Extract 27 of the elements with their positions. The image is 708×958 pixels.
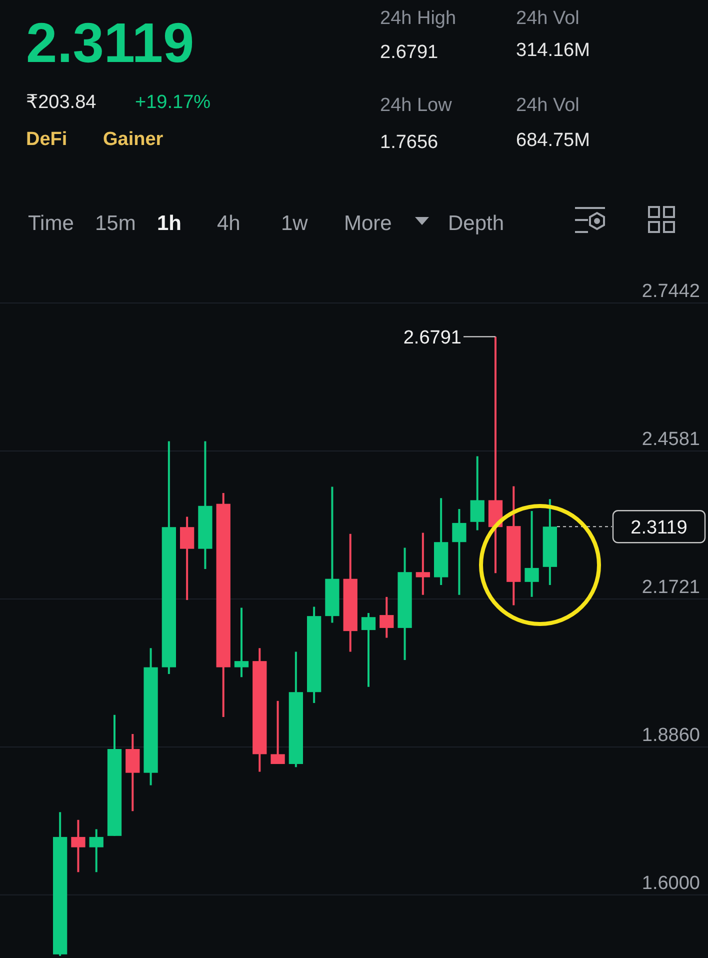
text: DeFi [26,129,68,150]
annotation: 2.6791 [403,328,462,349]
text: Depth [448,212,504,235]
text: 1h [157,212,182,235]
text: 24h Vol [516,95,580,116]
y-tick-label: 1.6000 [642,872,700,894]
text: 1w [281,212,309,235]
y-tick-label: 2.1721 [642,576,700,598]
y-tick-label: 1.8860 [642,724,700,746]
text: Time [28,212,74,235]
text: Gainer [103,129,164,150]
y-tick-label: 2.7442 [642,281,700,302]
text: ₹203.84 [26,92,97,113]
text: 24h Low [380,95,452,116]
text: 2.3119 [26,11,194,74]
y-tick-label: 2.4581 [642,429,700,450]
text: 1.7656 [380,132,438,153]
text: More [344,212,392,235]
text: 2.6791 [380,42,438,63]
text: 314.16M [516,40,590,61]
text: 24h High [380,8,456,29]
text: 4h [217,212,240,235]
ref-line-label: 2.3119 [630,518,688,539]
text: 684.75M [516,130,590,151]
text: 24h Vol [516,8,580,29]
text: +19.17% [135,92,211,113]
text: 15m [95,212,136,235]
